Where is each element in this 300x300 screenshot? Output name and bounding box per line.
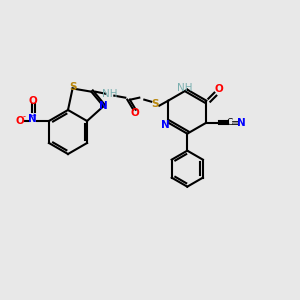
Text: O: O — [215, 84, 224, 94]
Text: ≡: ≡ — [231, 118, 240, 128]
Text: +: + — [30, 113, 36, 119]
Text: O: O — [16, 116, 24, 126]
Text: N: N — [28, 114, 36, 124]
Text: -: - — [22, 112, 26, 122]
Text: NH: NH — [101, 89, 117, 99]
Text: N: N — [161, 120, 170, 130]
Text: S: S — [69, 82, 76, 92]
Text: N: N — [237, 118, 246, 128]
Text: C: C — [226, 118, 232, 127]
Text: O: O — [131, 108, 140, 118]
Text: O: O — [28, 96, 37, 106]
Text: N: N — [99, 101, 108, 111]
Text: S: S — [152, 99, 159, 109]
Text: NH: NH — [176, 83, 192, 93]
